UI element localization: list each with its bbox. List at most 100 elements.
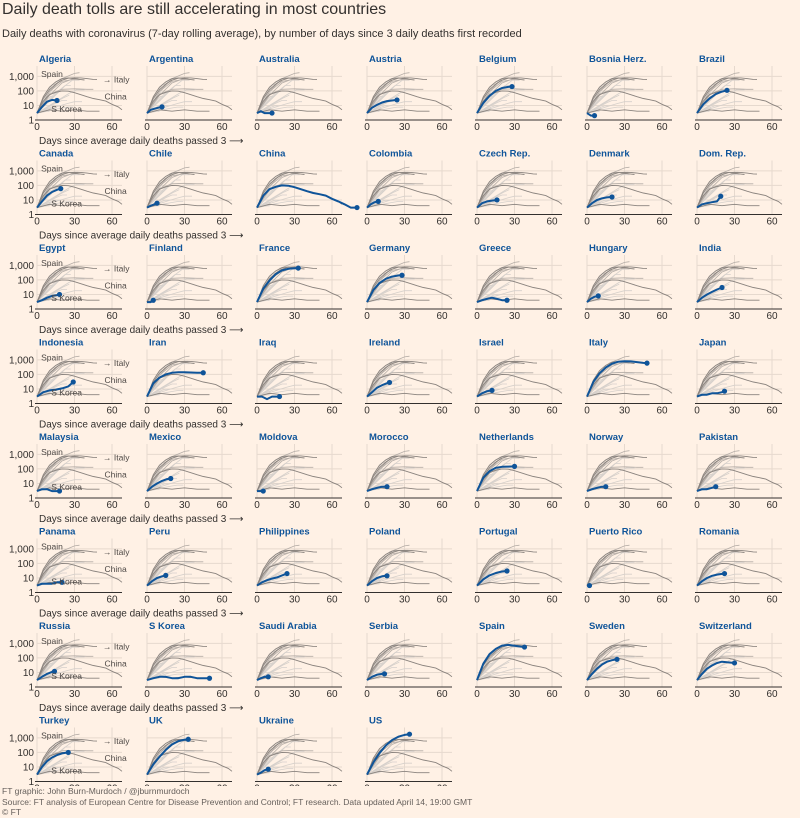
reference-line — [476, 360, 525, 397]
reference-line — [696, 581, 760, 587]
panel-indonesia: Indonesia 0 30 60 1 10 100 1,000 Spain → Italy S K… — [9, 338, 243, 431]
context-line — [476, 268, 520, 303]
reference-label-s-korea: S Korea — [51, 765, 82, 775]
reference-label-italy: → Italy — [103, 736, 130, 746]
x-tick-label: 60 — [656, 122, 668, 133]
panel-pakistan: Pakistan 0 30 60 — [694, 432, 783, 511]
reference-label-italy: → Italy — [103, 642, 130, 652]
context-line — [36, 268, 80, 303]
x-tick-label: 0 — [694, 311, 700, 322]
context-line — [476, 89, 525, 114]
x-tick-label: 30 — [399, 784, 411, 787]
reference-line — [696, 171, 758, 208]
country-line — [476, 570, 508, 587]
x-tick-label: 0 — [474, 689, 480, 700]
x-tick-label: 0 — [34, 217, 40, 228]
reference-line — [256, 77, 305, 114]
reference-line — [586, 184, 673, 208]
reference-line — [256, 373, 343, 397]
x-tick-label: 60 — [766, 217, 778, 228]
x-tick-label: 30 — [509, 500, 521, 511]
context-line — [146, 278, 195, 303]
x-tick-label: 0 — [364, 784, 370, 787]
country-endpoint — [159, 104, 165, 110]
x-tick-label: 60 — [436, 311, 448, 322]
reference-line — [586, 266, 648, 303]
x-tick-label: 60 — [326, 784, 338, 787]
panel-colombia: Colombia 0 30 60 — [364, 149, 453, 228]
reference-line — [586, 468, 673, 492]
context-line — [586, 89, 635, 114]
panel-china: China 0 30 60 — [254, 149, 360, 228]
y-tick-label: 100 — [17, 653, 34, 664]
x-tick-label: 30 — [729, 122, 741, 133]
reference-line — [366, 266, 428, 303]
x-tick-label: 60 — [656, 217, 668, 228]
panel-title: France — [259, 243, 290, 254]
reference-label-spain: Spain — [41, 353, 63, 363]
y-tick-label: 1,000 — [9, 639, 34, 650]
x-tick-label: 30 — [399, 500, 411, 511]
x-tick-label: 30 — [619, 500, 631, 511]
panel-title: China — [259, 149, 286, 160]
x-tick-label: 30 — [729, 406, 741, 417]
context-line — [146, 741, 190, 775]
country-endpoint — [719, 284, 725, 291]
context-line — [696, 89, 745, 114]
y-tick-label: 100 — [17, 275, 34, 286]
context-line — [696, 656, 745, 681]
x-tick-label: 30 — [289, 689, 301, 700]
panel-chile: Chile 0 30 60 — [144, 149, 233, 228]
y-tick-label: 1 — [28, 588, 34, 599]
reference-line — [146, 90, 233, 114]
country-endpoint — [591, 113, 598, 119]
panel-switzerland: Switzerland 0 30 60 — [694, 621, 783, 700]
context-line — [366, 268, 410, 303]
x-tick-label: 0 — [34, 689, 40, 700]
y-tick-label: 1,000 — [9, 544, 34, 555]
reference-line — [696, 109, 760, 114]
reference-line — [476, 392, 540, 398]
context-line — [256, 183, 305, 208]
panel-title: Pakistan — [699, 432, 738, 443]
panel-title: Hungary — [589, 243, 628, 254]
country-line — [696, 195, 722, 209]
context-line — [146, 656, 195, 681]
reference-line — [36, 455, 98, 492]
country-endpoint — [375, 198, 381, 204]
reference-line — [476, 455, 538, 492]
reference-line — [476, 266, 538, 303]
x-tick-label: 60 — [216, 217, 228, 228]
y-tick-label: 10 — [23, 290, 35, 301]
reference-label-spain: Spain — [41, 636, 63, 646]
reference-line — [476, 549, 525, 586]
reference-line — [696, 644, 745, 681]
country-line — [256, 184, 357, 209]
reference-line — [696, 90, 783, 114]
x-axis-label: Days since average daily deaths passed 3… — [39, 136, 243, 147]
panel-title: Sweden — [589, 621, 625, 632]
country-endpoint — [51, 668, 58, 674]
reference-line — [366, 171, 428, 208]
context-line — [366, 174, 410, 208]
y-tick-label: 10 — [23, 668, 35, 679]
reference-line — [696, 360, 745, 397]
reference-line — [696, 549, 758, 586]
x-tick-label: 30 — [179, 122, 191, 133]
reference-line — [256, 487, 320, 492]
panel-title: UK — [149, 716, 163, 727]
reference-line — [146, 455, 195, 492]
reference-line — [476, 203, 540, 209]
panel-title: Russia — [39, 621, 71, 632]
context-line — [256, 656, 305, 681]
context-line — [36, 467, 85, 492]
panel-title: Portugal — [479, 527, 518, 538]
x-tick-label: 30 — [289, 500, 301, 511]
x-tick-label: 30 — [289, 595, 301, 606]
country-endpoint — [265, 766, 271, 772]
reference-line — [586, 171, 635, 208]
country-line — [476, 296, 507, 304]
x-tick-label: 0 — [144, 122, 150, 133]
panel-title: Iraq — [259, 338, 277, 349]
reference-line — [366, 203, 430, 209]
